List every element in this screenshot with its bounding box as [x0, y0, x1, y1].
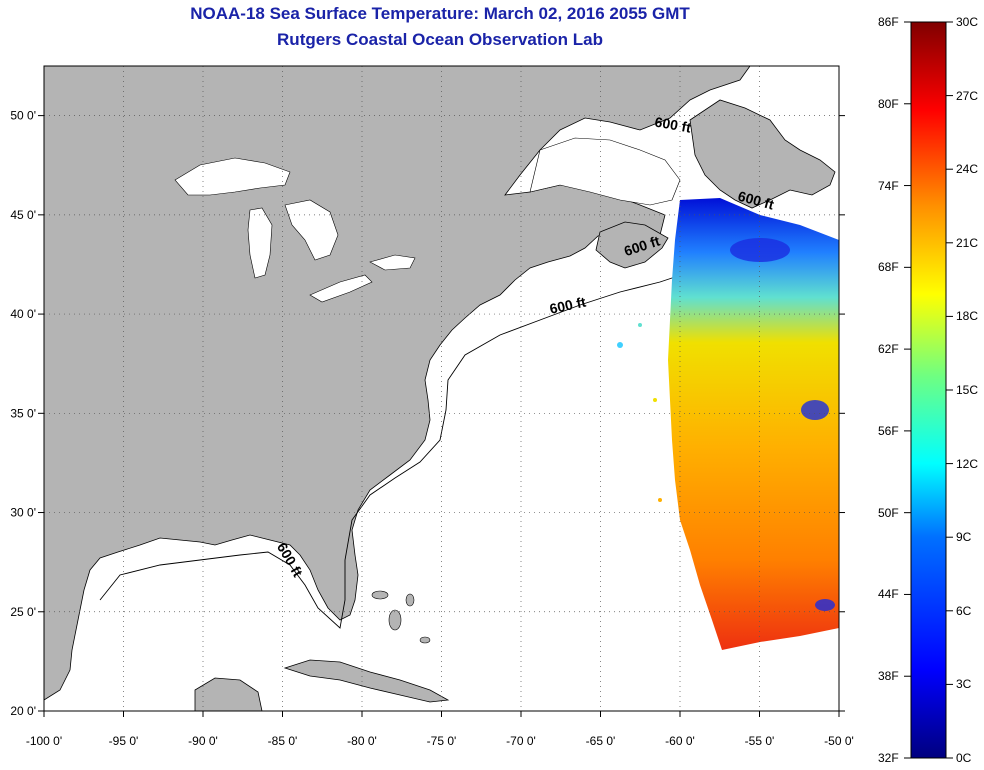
lon-tick-label: -55 0'	[745, 734, 775, 748]
colorbar-label-f: 32F	[878, 751, 899, 765]
colorbar-label-f: 80F	[878, 96, 899, 111]
colorbar-label-f: 50F	[878, 505, 899, 520]
contour-label: 600 ft	[654, 114, 693, 136]
lon-tick-label: -70 0'	[506, 734, 536, 748]
latitude-ticks: 20 0' 25 0' 30 0' 35 0' 40 0' 45 0' 50 0'	[10, 109, 845, 718]
colorbar-label-c: 0C	[956, 751, 972, 765]
lon-tick-label: -65 0'	[586, 734, 616, 748]
colorbar-label-c: 9C	[956, 530, 972, 545]
land-north-america	[44, 66, 751, 701]
sst-coverage	[668, 198, 839, 650]
lat-tick-label: 25 0'	[10, 605, 36, 619]
lat-tick-label: 30 0'	[10, 506, 36, 520]
colorbar-ticks	[904, 21, 953, 759]
colorbar-label-f: 86F	[878, 15, 899, 29]
lon-tick-label: -85 0'	[268, 734, 298, 748]
lon-tick-label: -75 0'	[427, 734, 457, 748]
gulf-st-lawrence	[529, 137, 681, 206]
lon-tick-label: -60 0'	[665, 734, 695, 748]
colorbar-label-c: 6C	[956, 603, 972, 618]
map-title: NOAA-18 Sea Surface Temperature: March 0…	[190, 4, 690, 23]
lon-tick-label: -80 0'	[347, 734, 377, 748]
lon-tick-label: -95 0'	[109, 734, 139, 748]
depth-contour-600ft	[99, 254, 751, 629]
contour-label: 600 ft	[548, 294, 587, 317]
colorbar-label-f: 56F	[878, 423, 899, 438]
lon-tick-label: -50 0'	[824, 734, 854, 748]
lon-tick-label: -90 0'	[188, 734, 218, 748]
lon-tick-label: -100 0'	[26, 734, 62, 748]
lat-tick-label: 20 0'	[10, 704, 36, 718]
colorbar-label-f: 68F	[878, 260, 899, 275]
colorbar-label-c: 30C	[956, 15, 979, 29]
land-yucatan	[194, 677, 263, 711]
colorbar-label-c: 12C	[956, 456, 979, 471]
sst-cold-patches	[730, 238, 835, 611]
lat-tick-label: 40 0'	[10, 307, 36, 321]
colorbar-label-f: 44F	[878, 587, 899, 602]
lake-erie	[309, 274, 373, 303]
longitude-ticks: -100 0' -95 0' -90 0' -85 0' -80 0' -75 0' -70…	[26, 711, 854, 748]
lake-ontario	[369, 254, 416, 271]
lat-tick-label: 35 0'	[10, 406, 36, 420]
colorbar	[910, 21, 947, 759]
lake-michigan	[247, 207, 273, 279]
colorbar-label-c: 24C	[956, 162, 979, 177]
colorbar-label-c: 21C	[956, 235, 979, 250]
land-cuba	[283, 659, 450, 703]
lat-tick-label: 45 0'	[10, 208, 36, 222]
colorbar-label-f: 62F	[878, 342, 899, 357]
land-newfoundland	[689, 99, 836, 209]
colorbar-label-c: 18C	[956, 309, 979, 324]
land-nova-scotia	[595, 221, 669, 269]
colorbar-label-c: 3C	[956, 677, 972, 692]
land-bahamas	[371, 590, 431, 644]
map-subtitle: Rutgers Coastal Ocean Observation Lab	[277, 30, 603, 49]
lake-superior	[174, 157, 291, 196]
sst-scattered-pixels	[617, 323, 662, 502]
colorbar-label-c: 27C	[956, 88, 979, 103]
colorbar-label-f: 38F	[878, 669, 899, 684]
colorbar-label-c: 15C	[956, 383, 979, 397]
colorbar-label-f: 74F	[878, 178, 899, 193]
lat-tick-label: 50 0'	[10, 109, 36, 123]
